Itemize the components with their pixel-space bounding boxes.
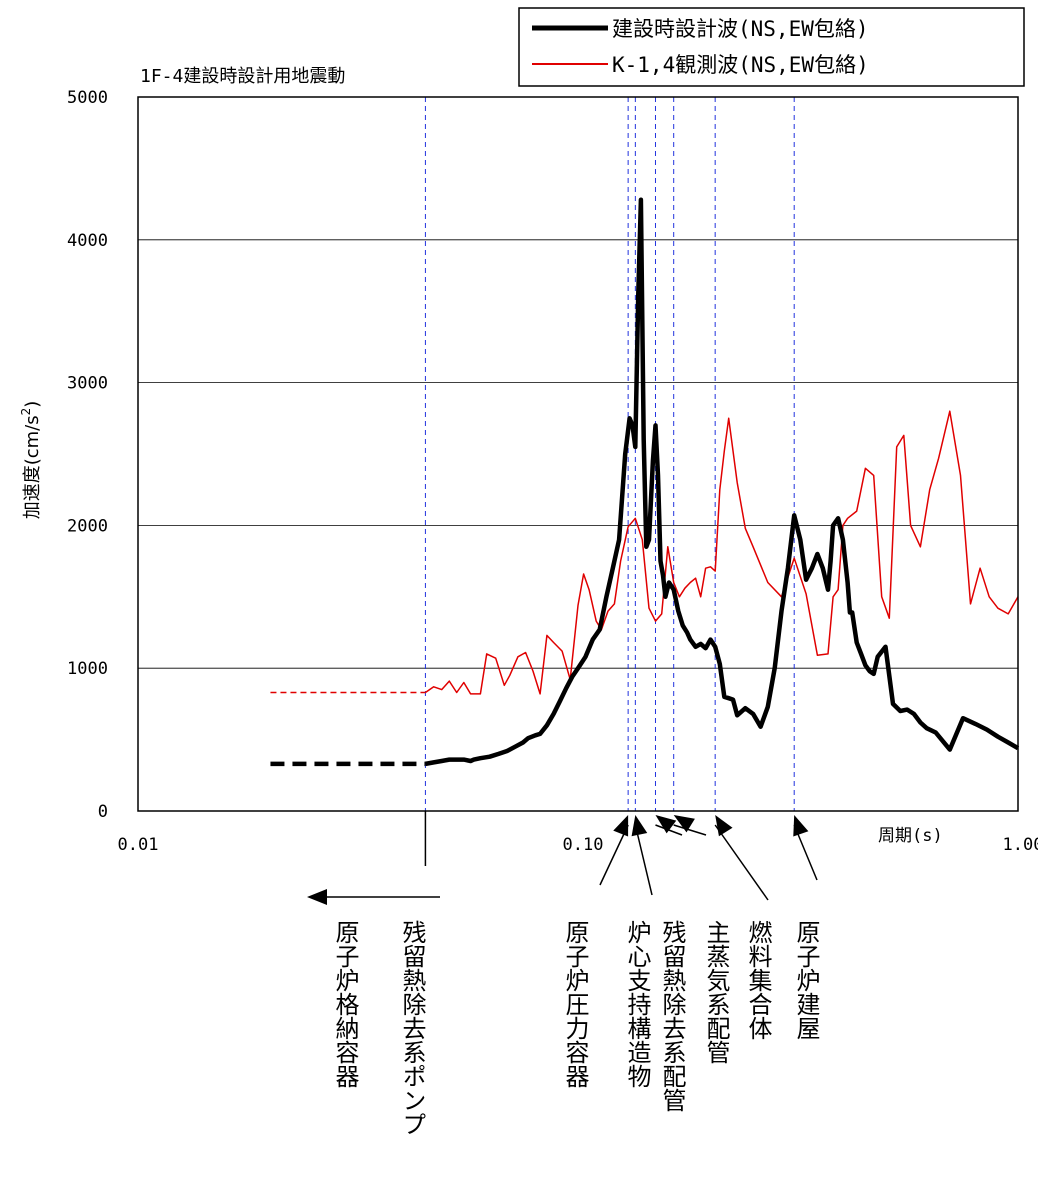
component-label-1: 原子炉圧力容器 [561, 920, 589, 1088]
y-axis-label-close: ) [22, 401, 43, 408]
component-arrow-head-5 [715, 815, 733, 837]
component-arrow-head-2 [631, 815, 648, 837]
y-axis-label-main: 加速度 [22, 465, 43, 519]
component-arrow-head-4 [673, 815, 695, 833]
y-axis-label: 加速度(cm/s2) [19, 401, 43, 520]
component-label-3: 残留熱除去系配管 [658, 920, 686, 1112]
component-arrow-head-1 [613, 815, 629, 837]
containment-arrow-head [307, 889, 327, 905]
component-label-4: 主蒸気系配管 [702, 920, 730, 1064]
component-arrow-shaft-5 [714, 824, 769, 901]
component-label-5: 燃料集合体 [744, 920, 772, 1040]
component-arrow-head-6 [793, 815, 809, 837]
series-lines [270, 197, 1020, 767]
plot-frame [137, 96, 1019, 812]
series-line-1 [424, 410, 1019, 695]
y-axis-label-open: ( [22, 458, 43, 465]
legend-label-observed-wave: K-1,4観測波(NS,EW包絡) [612, 53, 869, 77]
y-tick-label-1000: 1000 [67, 659, 108, 679]
x-tick-labels: 0.01 0.10 1.00 [118, 835, 1038, 855]
y-axis-label-unit: cm/s [22, 415, 43, 458]
component-arrow-head-3 [655, 815, 677, 834]
component-annotations: 残留熱除去系ポンプ 原子炉圧力容器 炉心支持構造物 残留熱除去系配管 主蒸気系配管 燃料集… [307, 811, 820, 1136]
legend: 建設時設計波(NS,EW包絡) K-1,4観測波(NS,EW包絡) [518, 7, 1025, 87]
x-axis-label: 周期(s) [878, 826, 943, 846]
x-tick-label-0.01: 0.01 [118, 835, 159, 855]
component-label-6: 原子炉建屋 [792, 920, 820, 1040]
y-tick-label-2000: 2000 [67, 516, 108, 536]
y-tick-label-4000: 4000 [67, 231, 108, 251]
y-axis-label-sup: 2 [19, 408, 33, 416]
chart-title: 1F-4建設時設計用地震動 [140, 66, 345, 87]
y-tick-label-3000: 3000 [67, 374, 108, 394]
x-tick-label-0.10: 0.10 [563, 835, 604, 855]
y-tick-label-0: 0 [98, 802, 108, 822]
x-tick-label-1.00: 1.00 [1003, 835, 1038, 855]
reference-lines [424, 97, 795, 811]
component-label-2: 炉心支持構造物 [623, 920, 651, 1088]
component-arrow-shaft-2 [634, 824, 653, 896]
component-arrow-shaft-1 [599, 824, 629, 886]
component-arrow-shaft-4 [673, 824, 707, 836]
legend-label-design-wave: 建設時設計波(NS,EW包絡) [612, 17, 869, 41]
series-line-0 [424, 197, 1020, 767]
component-label-0: 残留熱除去系ポンプ [398, 920, 426, 1136]
containment-label: 原子炉格納容器 [331, 920, 359, 1088]
svg-text:加速度(cm/s2): 加速度(cm/s2) [19, 401, 43, 520]
y-tick-label-5000: 5000 [67, 88, 108, 108]
y-tick-labels: 0 1000 2000 3000 4000 5000 [67, 88, 108, 822]
legend-box [518, 7, 1025, 87]
